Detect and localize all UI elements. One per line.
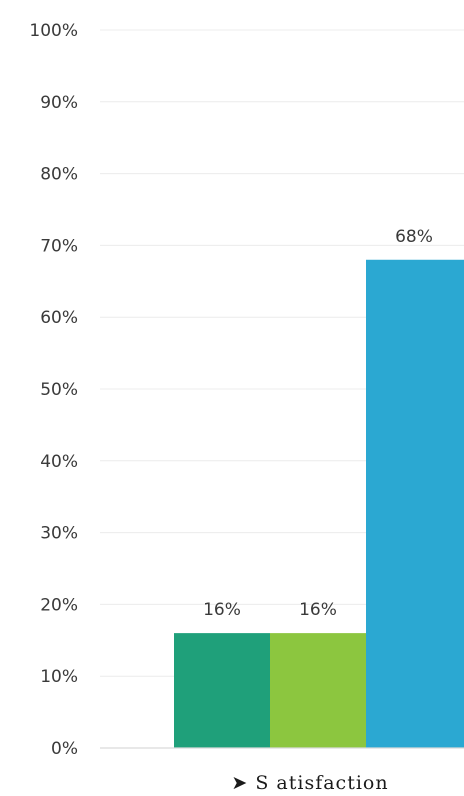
category-label: ➤ S atisfaction: [231, 772, 388, 794]
y-tick-label: 50%: [40, 380, 78, 400]
bar: [270, 633, 366, 748]
y-tick-label: 90%: [40, 93, 78, 113]
data-label: 16%: [299, 600, 337, 620]
y-tick-label: 60%: [40, 308, 78, 328]
y-tick-label: 30%: [40, 524, 78, 544]
y-tick-label: 0%: [51, 739, 78, 759]
bar: [366, 260, 464, 748]
y-tick-label: 40%: [40, 452, 78, 472]
y-tick-label: 10%: [40, 667, 78, 687]
y-tick-label: 70%: [40, 236, 78, 256]
bars: [174, 260, 464, 748]
y-tick-label: 100%: [29, 21, 78, 41]
y-axis-ticks: 0% 10% 20% 30% 40% 50% 60% 70% 80% 90% 100%: [29, 21, 78, 759]
bar: [174, 633, 270, 748]
data-label: 16%: [203, 600, 241, 620]
y-tick-label: 20%: [40, 595, 78, 615]
data-label: 68%: [395, 227, 433, 247]
y-tick-label: 80%: [40, 165, 78, 185]
